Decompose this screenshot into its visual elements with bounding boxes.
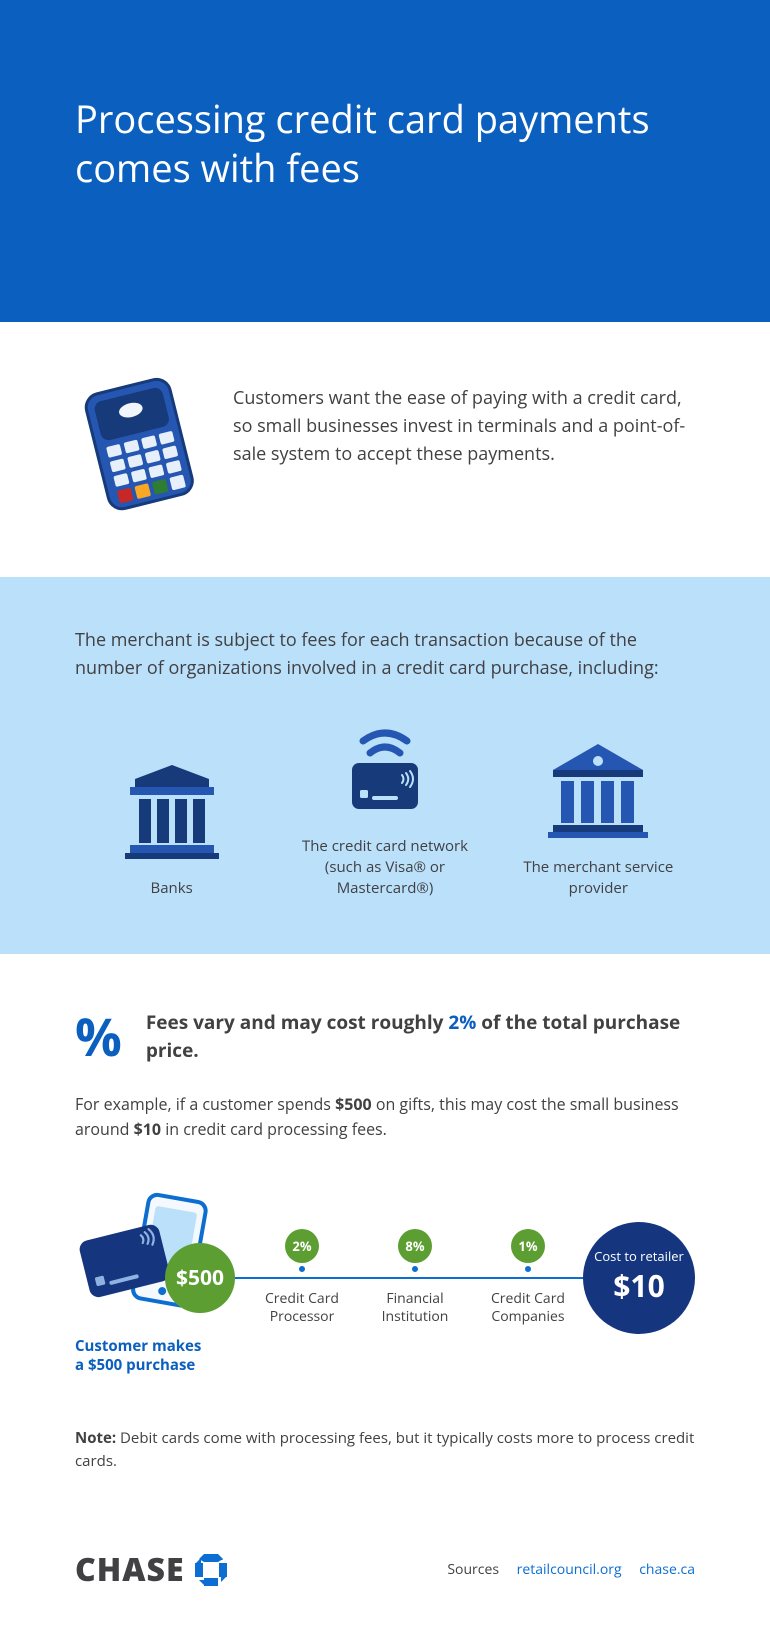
fees-note: Note: Debit cards come with processing f…	[75, 1427, 695, 1474]
chase-octagon-icon	[193, 1552, 229, 1588]
pos-terminal-icon	[75, 377, 205, 522]
percent-icon: %	[75, 1011, 122, 1063]
intro-text: Customers want the ease of paying with a…	[233, 377, 695, 469]
fees-example-text: For example, if a customer spends $500 o…	[75, 1092, 695, 1142]
cost-bubble-label: Cost to retailer	[594, 1249, 684, 1265]
flow-line	[190, 1277, 640, 1279]
purchase-caption: Customer makes a $500 purchase	[75, 1337, 201, 1376]
hero-section: Processing credit card payments comes wi…	[0, 0, 770, 322]
step-3-label: Credit CardCompanies	[473, 1290, 583, 1326]
org-merchant-provider: The merchant service provider	[502, 744, 695, 899]
organizations-lead: The merchant is subject to fees for each…	[75, 627, 695, 683]
contactless-card-icon	[330, 723, 440, 818]
sources: Sources retailcouncil.org chase.ca	[447, 1560, 695, 1579]
org-card-network: The credit card network (such as Visa® o…	[288, 723, 481, 899]
step-1-bubble: 2%	[285, 1229, 319, 1263]
source-link-1[interactable]: retailcouncil.org	[517, 1560, 622, 1579]
source-link-2[interactable]: chase.ca	[639, 1560, 695, 1579]
institution-icon	[543, 744, 653, 839]
page-title: Processing credit card payments comes wi…	[75, 95, 695, 192]
step-1-dot	[296, 1263, 308, 1275]
step-3-dot	[522, 1263, 534, 1275]
org-card-network-label: The credit card network (such as Visa® o…	[288, 836, 481, 899]
chase-wordmark: CHASE	[75, 1548, 185, 1591]
step-3-bubble: 1%	[511, 1229, 545, 1263]
org-bank: Banks	[75, 765, 268, 899]
fees-section: % Fees vary and may cost roughly 2% of t…	[0, 954, 770, 1518]
organizations-row: Banks The credit card network (such	[75, 723, 695, 899]
org-bank-label: Banks	[151, 878, 193, 899]
step-2-bubble: 8%	[398, 1229, 432, 1263]
organizations-section: The merchant is subject to fees for each…	[0, 577, 770, 954]
purchase-amount-bubble: $500	[165, 1243, 235, 1313]
step-1-label: Credit CardProcessor	[247, 1290, 357, 1326]
step-2-label: FinancialInstitution	[360, 1290, 470, 1326]
fees-headline-text: Fees vary and may cost roughly 2% of the…	[146, 1009, 695, 1064]
fees-headline: % Fees vary and may cost roughly 2% of t…	[75, 1009, 695, 1064]
org-merchant-provider-label: The merchant service provider	[502, 857, 695, 899]
cost-bubble: Cost to retailer $10	[583, 1222, 695, 1334]
intro-section: Customers want the ease of paying with a…	[0, 322, 770, 577]
fee-flow-diagram: $500 Customer makes a $500 purchase 2% C…	[75, 1182, 695, 1392]
chase-logo: CHASE	[75, 1548, 229, 1591]
bank-icon	[117, 765, 227, 860]
step-2-dot	[409, 1263, 421, 1275]
footer: CHASE Sources retailcouncil.org chase.ca	[0, 1518, 770, 1641]
sources-label: Sources	[447, 1560, 499, 1579]
cost-bubble-value: $10	[613, 1265, 664, 1306]
